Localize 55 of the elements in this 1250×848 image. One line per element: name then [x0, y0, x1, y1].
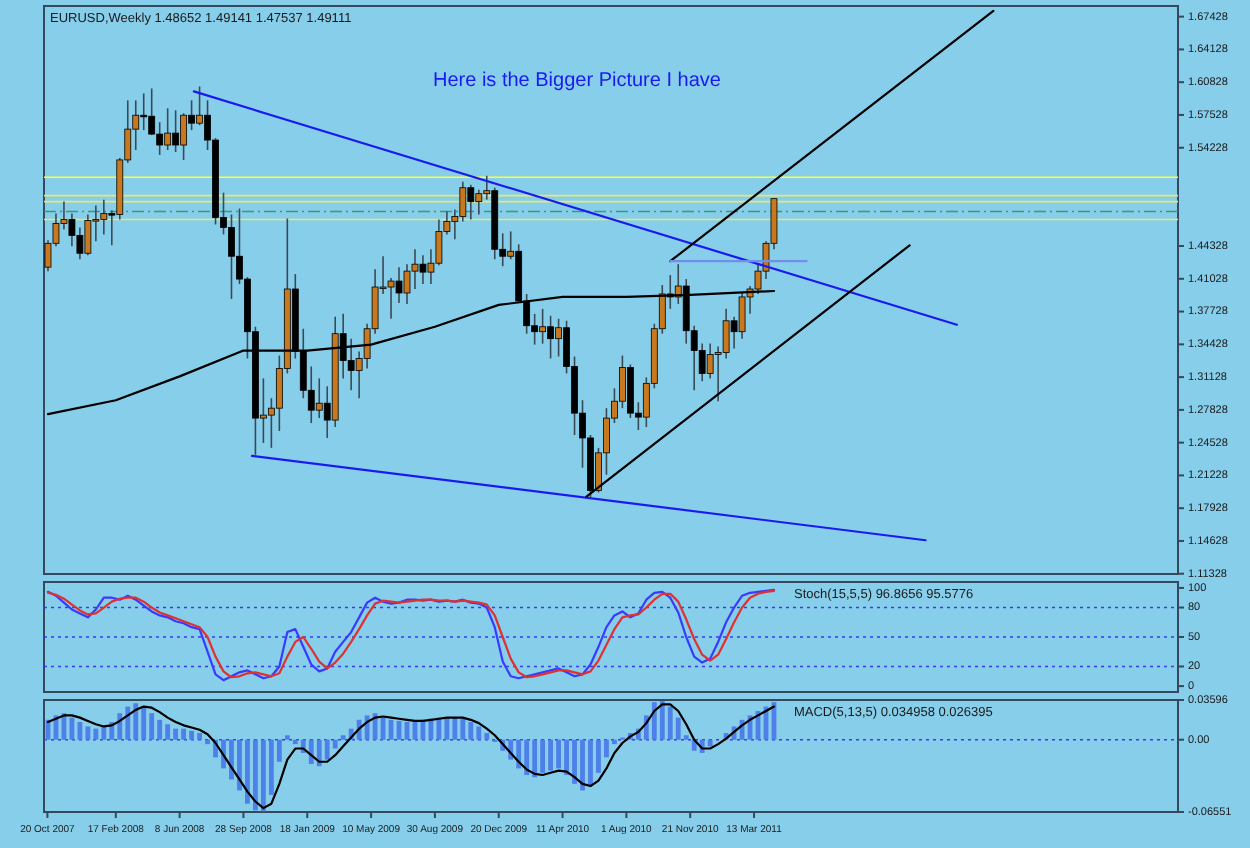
bar — [468, 722, 474, 740]
candlestick — [467, 183, 475, 221]
candlestick — [156, 121, 164, 156]
candlestick — [228, 213, 235, 300]
bar — [707, 739, 713, 747]
bar — [460, 718, 466, 740]
bar — [659, 701, 665, 740]
candlestick — [539, 308, 547, 345]
bar — [588, 739, 593, 787]
bar — [101, 726, 107, 740]
bar — [444, 717, 450, 740]
bar — [165, 724, 171, 740]
bar — [651, 702, 657, 740]
candlestick — [172, 109, 180, 153]
bar — [149, 713, 155, 740]
bar — [580, 739, 585, 791]
bar — [532, 739, 538, 778]
bar — [93, 728, 99, 740]
bar — [133, 703, 139, 740]
annotation: Here is the Bigger Picture I have — [433, 70, 722, 92]
bar — [476, 726, 482, 740]
candlestick — [475, 188, 483, 216]
bar — [197, 733, 202, 740]
bar — [173, 728, 179, 740]
bar — [141, 706, 147, 740]
candlestick — [84, 213, 92, 257]
candlestick — [100, 198, 108, 236]
bar — [548, 739, 553, 771]
line-series — [46, 703, 776, 810]
candlestick — [547, 315, 554, 360]
candlestick — [626, 363, 634, 419]
bar — [253, 739, 258, 811]
bar — [117, 713, 123, 740]
bar — [181, 728, 187, 740]
bar — [245, 739, 250, 804]
bar — [260, 739, 266, 812]
bar — [85, 726, 91, 740]
candlestick — [315, 377, 323, 419]
bar — [556, 739, 561, 769]
candlestick — [164, 107, 172, 151]
bar — [316, 739, 322, 767]
bar — [189, 730, 194, 740]
candlestick — [419, 254, 427, 285]
bar — [564, 739, 569, 776]
bar — [125, 706, 131, 740]
bar — [157, 719, 163, 740]
bar — [540, 739, 546, 773]
bar — [324, 739, 330, 760]
bar — [452, 717, 458, 740]
bar — [524, 739, 530, 776]
bar — [667, 706, 673, 740]
candlestick — [180, 112, 188, 161]
bar — [572, 739, 577, 784]
bar — [484, 733, 490, 740]
bar — [292, 739, 298, 745]
